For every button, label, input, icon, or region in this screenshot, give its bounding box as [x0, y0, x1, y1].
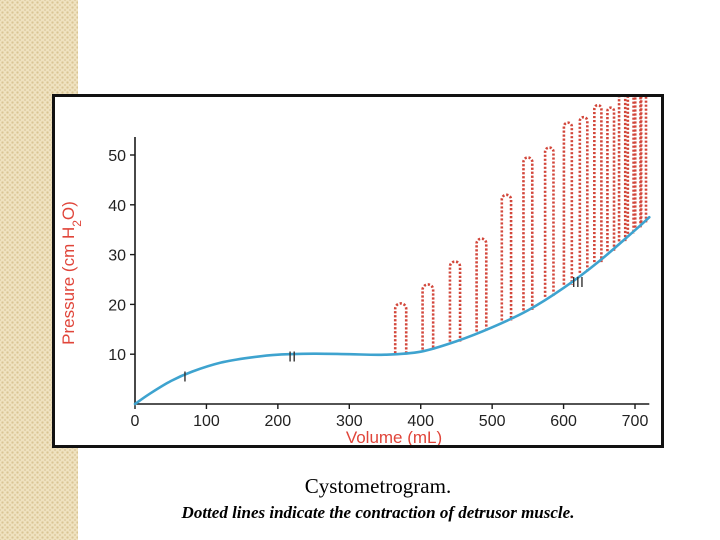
baseline-curve-line: [133, 215, 651, 406]
contraction-spike: [522, 156, 534, 311]
contraction-series: [393, 97, 648, 354]
x-tick-label: 600: [550, 413, 577, 430]
y-tick-label: 20: [108, 297, 126, 314]
contraction-spike: [593, 103, 603, 263]
chart-frame: 0 100 200 300 400 500 600 700 10 20 30 40 50 I II III …: [52, 94, 664, 448]
chart-ticks: 0 100 200 300 400 500 600 700 10 20 30 40 50: [108, 148, 648, 430]
x-axis-label: Volume (mL): [346, 428, 442, 445]
x-tick-label: 200: [265, 413, 292, 430]
contraction-spike: [562, 121, 574, 285]
x-tick-label: 300: [336, 413, 363, 430]
x-tick-label: 100: [193, 413, 220, 430]
x-tick-label: 400: [407, 413, 434, 430]
y-tick-label: 40: [108, 198, 126, 215]
y-tick-label: 30: [108, 248, 126, 265]
contraction-spike: [639, 97, 648, 223]
x-tick-label: 500: [479, 413, 506, 430]
baseline-series: [133, 215, 651, 406]
figure-caption-title: Cystometrogram.: [304, 474, 452, 498]
contraction-spike: [500, 193, 513, 321]
phase-label: II: [288, 349, 296, 366]
contraction-spike: [626, 97, 635, 234]
contraction-spike: [606, 106, 616, 252]
contraction-spike: [578, 115, 589, 273]
y-tick-label: 10: [108, 347, 126, 364]
contraction-spike: [448, 260, 462, 342]
figure-caption-note: Dotted lines indicate the contraction of…: [181, 503, 575, 522]
y-axis-label-part: Pressure (cm H: [59, 227, 78, 345]
contraction-spike: [475, 237, 488, 332]
contraction-spike: [543, 146, 555, 297]
y-axis-label: Pressure (cm H2O): [59, 201, 84, 345]
contraction-spike: [633, 97, 642, 228]
contraction-spike: [617, 97, 627, 242]
y-tick-label: 50: [108, 148, 126, 165]
x-tick-label: 700: [622, 413, 649, 430]
phase-label: I: [183, 369, 187, 386]
contraction-spike: [421, 283, 435, 350]
y-axis-label-part: O): [59, 201, 78, 220]
x-tick-label: 0: [131, 413, 140, 430]
y-axis-label-subscript: 2: [70, 220, 84, 227]
phase-label: III: [572, 274, 585, 291]
contraction-spike: [393, 302, 408, 354]
